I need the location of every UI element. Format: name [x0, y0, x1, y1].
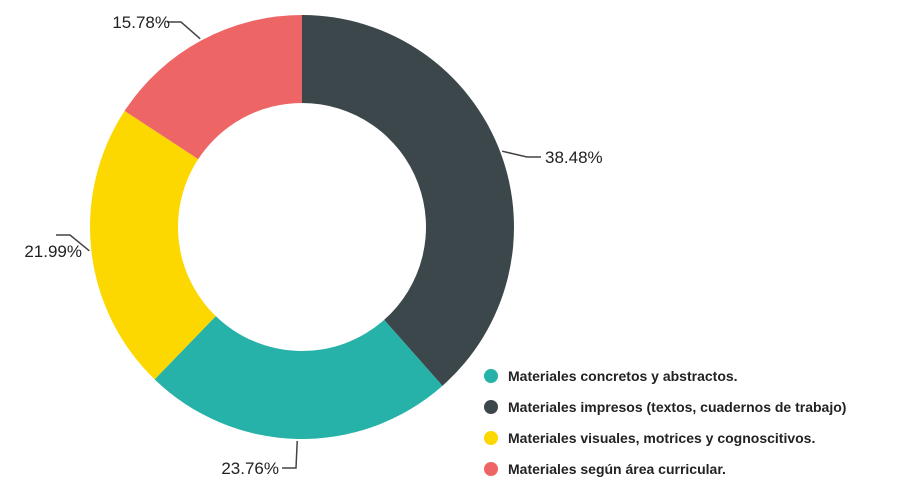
donut-slice-2	[154, 316, 443, 440]
legend-swatch-icon	[484, 399, 498, 414]
slice-group	[90, 15, 515, 440]
legend-swatch-icon	[484, 430, 498, 445]
data-label-4: 15.78%	[112, 13, 170, 32]
legend-label: Materiales visuales, motrices y cognosci…	[508, 429, 816, 446]
leader-line-4	[167, 21, 201, 40]
data-label-2: 23.76%	[221, 459, 279, 478]
leader-line-3	[56, 234, 90, 252]
legend-item-1: Materiales concretos y abstractos.	[484, 364, 923, 387]
leader-line-1	[501, 150, 541, 158]
legend: Materiales concretos y abstractos. Materi…	[484, 364, 923, 488]
legend-item-2: Materiales impresos (textos, cuadernos d…	[484, 395, 923, 418]
data-label-1: 38.48%	[545, 148, 603, 167]
donut-slice-4	[124, 15, 303, 160]
legend-label: Materiales impresos (textos, cuadernos d…	[508, 398, 847, 415]
data-label-3: 21.99%	[24, 242, 82, 261]
leader-line-2	[282, 440, 298, 469]
legend-item-3: Materiales visuales, motrices y cognosci…	[484, 426, 923, 449]
legend-label: Materiales concretos y abstractos.	[508, 367, 738, 384]
leader-line-group	[56, 21, 541, 469]
legend-label: Materiales según área curricular.	[508, 460, 726, 477]
donut-slice-3	[90, 110, 216, 380]
legend-swatch-icon	[484, 461, 498, 476]
data-label-group: 38.48% 23.76% 21.99% 15.78%	[24, 13, 602, 478]
legend-item-4: Materiales según área curricular.	[484, 457, 923, 480]
legend-swatch-icon	[484, 368, 498, 383]
donut-slice-1	[302, 15, 515, 386]
